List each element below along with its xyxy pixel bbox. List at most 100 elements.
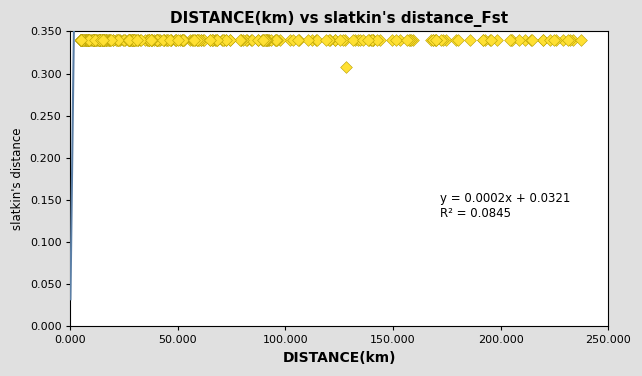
Point [112,37,122,43]
Point [324,37,334,43]
Point [288,37,298,43]
Point [358,37,368,43]
Point [152,37,162,43]
Point [171,37,182,43]
Point [563,37,573,43]
Point [87,37,98,43]
Point [142,37,152,43]
Point [129,37,139,43]
Point [76,37,86,43]
Point [271,37,281,43]
Point [225,37,235,43]
Point [238,37,248,43]
Point [428,37,438,43]
Point [99,37,109,43]
Point [375,37,385,43]
Point [166,37,176,43]
Point [539,37,549,43]
Point [76,37,86,43]
Point [193,37,203,43]
Point [108,37,118,43]
Point [211,37,221,43]
Point [76,37,86,43]
Point [403,37,413,43]
Point [519,37,530,43]
Point [76,37,86,43]
Point [83,37,93,43]
Point [514,37,525,43]
Point [241,37,251,43]
Point [242,37,252,43]
Point [178,37,188,43]
Point [129,37,139,43]
Point [351,37,361,43]
Point [478,37,488,43]
Point [91,37,101,43]
Point [259,37,269,43]
Point [135,37,145,43]
Point [76,37,86,43]
Point [235,37,245,43]
Point [125,37,135,43]
Point [545,37,555,43]
Point [485,37,496,43]
Point [89,37,99,43]
Point [261,37,271,43]
Point [84,37,94,43]
Point [169,37,180,43]
Point [253,37,263,43]
Point [76,37,86,43]
Point [123,37,134,43]
Point [99,37,109,43]
Point [80,37,91,43]
Point [76,37,86,43]
Point [166,37,177,43]
Point [161,37,171,43]
Point [189,37,200,43]
Point [164,37,175,43]
Point [568,37,578,43]
Point [307,37,317,43]
Point [92,37,103,43]
Point [127,37,137,43]
Point [211,37,221,43]
Point [150,37,160,43]
Point [186,37,196,43]
Point [192,37,202,43]
Point [353,37,363,43]
Point [551,37,562,43]
Point [311,37,322,43]
Point [99,37,109,43]
Point [113,37,123,43]
Point [275,37,285,43]
Point [87,37,98,43]
Point [132,37,142,43]
Point [95,37,105,43]
Point [76,37,86,43]
Point [152,37,162,43]
Point [146,37,156,43]
Point [330,37,340,43]
Point [253,37,263,43]
Point [98,37,108,43]
Point [144,37,154,43]
Point [126,37,137,43]
Point [134,37,144,43]
Point [76,37,87,43]
Point [368,37,378,43]
Point [225,37,235,43]
Point [505,37,516,43]
Point [95,37,105,43]
Point [325,37,335,43]
Point [117,37,128,43]
X-axis label: DISTANCE(km): DISTANCE(km) [282,351,396,365]
Point [125,37,135,43]
Point [173,37,183,43]
Point [147,37,157,43]
Point [263,37,273,43]
Point [76,37,86,43]
Point [76,37,86,43]
Point [78,37,89,43]
Point [159,37,169,43]
Point [76,37,86,43]
